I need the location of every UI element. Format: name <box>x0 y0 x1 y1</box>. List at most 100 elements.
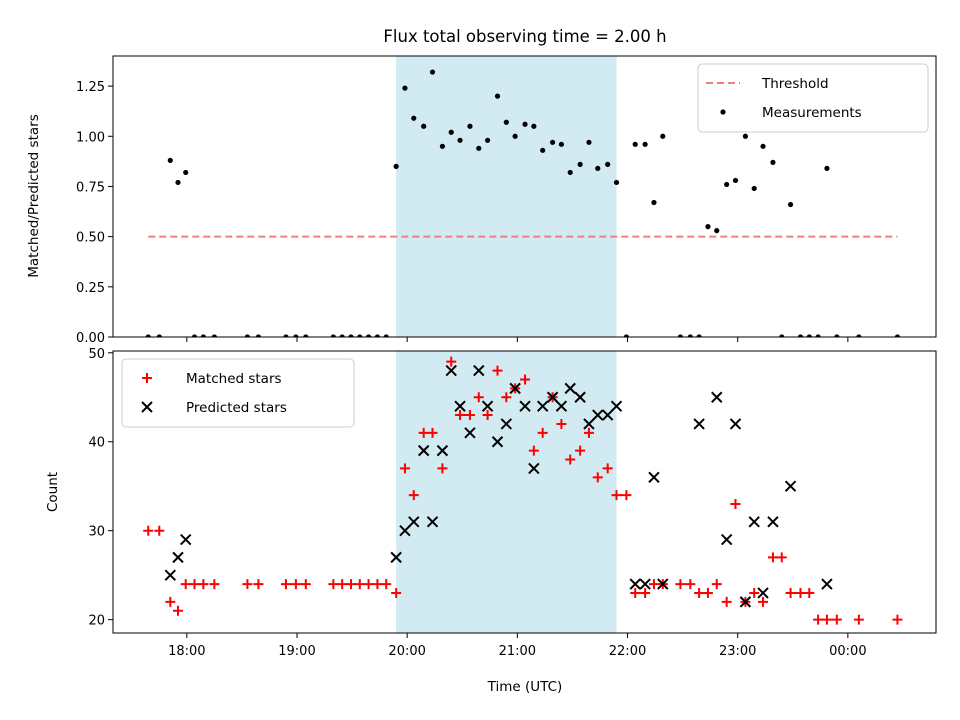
legend-handle <box>720 109 726 115</box>
x-tick-label: 20:00 <box>388 644 425 659</box>
x-tick-label: 00:00 <box>829 644 866 659</box>
data-point <box>522 121 528 127</box>
legend-handle <box>141 401 153 413</box>
y-tick-label: 0.75 <box>76 180 105 195</box>
data-point <box>856 334 862 337</box>
data-point <box>748 516 760 528</box>
data-point <box>555 400 568 412</box>
data-point <box>454 400 466 412</box>
data-point <box>408 516 420 528</box>
axes-frame <box>112 55 937 338</box>
legend-label: Threshold <box>761 76 829 92</box>
data-point <box>476 145 482 151</box>
data-point <box>601 409 614 421</box>
data-point <box>540 147 546 153</box>
data-point <box>702 587 713 598</box>
top-panel: 0.00 0.25 0.50 0.75 1.00 1.25 Threshold Measure… <box>76 55 937 346</box>
data-point <box>303 334 309 337</box>
data-point <box>345 579 356 590</box>
x-tick-label: 21:00 <box>499 644 536 659</box>
data-point <box>558 141 565 147</box>
data-point <box>391 587 402 598</box>
data-point <box>402 85 408 91</box>
data-point <box>399 524 411 537</box>
data-point <box>156 334 162 337</box>
data-point <box>448 129 454 135</box>
data-point <box>657 578 669 590</box>
data-point <box>742 133 748 139</box>
data-point <box>804 587 815 598</box>
top-y-axis-label: Matched/Predicted stars <box>26 114 42 277</box>
data-point <box>621 490 632 501</box>
data-point <box>739 596 752 608</box>
data-point <box>705 224 711 230</box>
x-tick-label: 22:00 <box>609 644 646 659</box>
data-point <box>749 587 760 598</box>
data-point <box>574 391 586 403</box>
data-point <box>660 133 666 139</box>
data-point <box>143 525 154 536</box>
data-point <box>426 516 439 528</box>
data-point <box>520 374 531 385</box>
data-point <box>408 490 419 501</box>
data-point <box>390 551 402 564</box>
data-point <box>564 382 576 395</box>
data-point <box>167 157 173 163</box>
data-point <box>623 334 630 337</box>
data-point <box>629 578 641 590</box>
data-point <box>293 334 299 337</box>
data-point <box>494 93 501 99</box>
data-point <box>758 596 769 607</box>
data-point <box>330 334 336 337</box>
data-point <box>711 579 722 590</box>
data-point <box>583 418 595 430</box>
x-tick-label: 23:00 <box>719 644 756 659</box>
y-tick-label: 30 <box>88 525 105 540</box>
data-point <box>180 579 191 590</box>
data-point <box>383 334 389 337</box>
data-point <box>785 587 796 598</box>
data-point <box>821 614 832 625</box>
data-point <box>417 444 430 457</box>
data-point <box>610 400 623 412</box>
data-point <box>165 596 176 607</box>
data-point <box>519 400 531 412</box>
data-point <box>280 579 291 590</box>
data-point <box>546 391 559 403</box>
data-point <box>481 400 494 412</box>
data-point <box>372 579 383 590</box>
data-point <box>145 334 151 337</box>
legend-label: Predicted stars <box>186 400 287 416</box>
y-tick-label: 1.00 <box>76 130 105 145</box>
data-point <box>500 418 513 430</box>
data-point <box>586 139 592 145</box>
data-point <box>467 123 473 129</box>
data-point <box>767 516 779 528</box>
data-point <box>583 427 594 438</box>
data-point <box>209 579 220 590</box>
data-point <box>191 334 198 337</box>
data-point <box>632 141 638 147</box>
data-point <box>640 587 651 598</box>
data-point <box>464 427 476 439</box>
data-point <box>602 463 613 474</box>
data-point <box>611 490 622 501</box>
data-point <box>556 418 567 429</box>
data-point <box>696 334 702 337</box>
data-point <box>815 334 821 337</box>
y-tick-label: 50 <box>88 347 105 362</box>
data-point <box>421 123 427 129</box>
data-point <box>892 614 903 625</box>
legend-label: Measurements <box>762 105 862 121</box>
legend-handle <box>142 373 152 383</box>
data-point <box>770 159 776 165</box>
data-point <box>164 569 176 581</box>
data-point <box>824 165 830 171</box>
x-tick-label: 19:00 <box>278 644 315 659</box>
data-point <box>244 334 251 337</box>
data-point <box>189 579 200 590</box>
data-point <box>605 161 611 167</box>
y-tick-label: 20 <box>88 614 105 629</box>
data-point <box>732 177 739 184</box>
